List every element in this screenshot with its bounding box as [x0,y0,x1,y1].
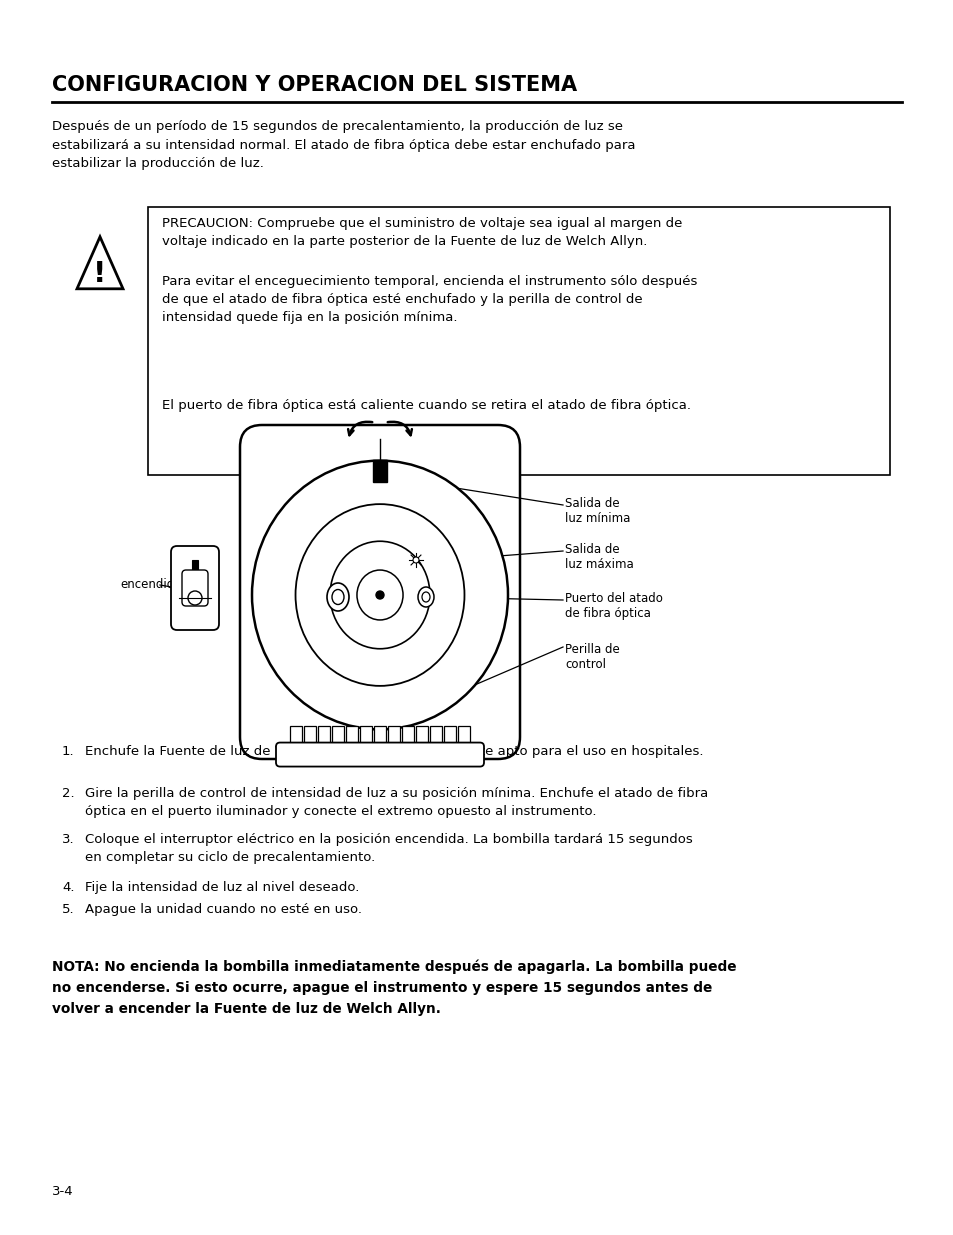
Text: Gire la perilla de control de intensidad de luz a su posición mínima. Enchufe el: Gire la perilla de control de intensidad… [85,787,707,818]
Circle shape [188,592,202,605]
FancyBboxPatch shape [182,571,208,606]
Text: CONFIGURACION Y OPERACION DEL SISTEMA: CONFIGURACION Y OPERACION DEL SISTEMA [52,75,577,95]
Ellipse shape [356,571,402,620]
Text: 2.: 2. [62,787,74,800]
Text: PRECAUCION: Compruebe que el suministro de voltaje sea igual al margen de
voltaj: PRECAUCION: Compruebe que el suministro … [162,217,681,248]
Text: Para evitar el enceguecimiento temporal, encienda el instrumento sólo después
de: Para evitar el enceguecimiento temporal,… [162,275,697,324]
Text: 1.: 1. [62,745,74,758]
Bar [148,207,889,475]
Text: Enchufe la Fuente de luz de Welch Allyn en un tomacorriente apto para el uso en : Enchufe la Fuente de luz de Welch Allyn … [85,745,702,758]
Text: Apague la unidad cuando no esté en uso.: Apague la unidad cuando no esté en uso. [85,903,361,916]
FancyBboxPatch shape [171,546,219,630]
Bar [457,725,470,747]
Bar [317,725,330,747]
Bar [192,559,198,572]
Bar [332,725,344,747]
Ellipse shape [417,587,434,606]
Bar [416,725,428,747]
Ellipse shape [330,541,430,648]
Ellipse shape [421,592,430,601]
Text: 4.: 4. [62,881,74,894]
Text: Salida de
luz mínima: Salida de luz mínima [564,496,630,525]
Text: Fije la intensidad de luz al nivel deseado.: Fije la intensidad de luz al nivel desea… [85,881,359,894]
FancyBboxPatch shape [240,425,519,760]
Ellipse shape [295,504,464,685]
Text: 3.: 3. [62,832,74,846]
Text: Después de un período de 15 segundos de precalentamiento, la producción de luz s: Después de un período de 15 segundos de … [52,120,635,170]
Text: !: ! [93,261,107,288]
Ellipse shape [252,461,507,730]
FancyBboxPatch shape [275,742,483,767]
Text: Salida de
luz máxima: Salida de luz máxima [564,543,633,571]
Bar [290,725,302,747]
Text: El puerto de fibra óptica está caliente cuando se retira el atado de fibra óptic: El puerto de fibra óptica está caliente … [162,399,690,412]
Bar [304,725,315,747]
Text: NOTA: No encienda la bombilla inmediatamente después de apagarla. La bombilla pu: NOTA: No encienda la bombilla inmediatam… [52,960,736,1015]
Bar [443,725,456,747]
Bar [388,725,399,747]
Bar [374,725,386,747]
Bar [359,725,372,747]
Circle shape [413,557,418,563]
Text: Coloque el interruptor eléctrico en la posición encendida. La bombilla tardará 1: Coloque el interruptor eléctrico en la p… [85,832,692,864]
Text: Perilla de
control: Perilla de control [564,643,619,671]
Text: 3-4: 3-4 [52,1186,73,1198]
Polygon shape [77,237,123,289]
Text: Puerto del atado
de fibra óptica: Puerto del atado de fibra óptica [564,592,662,620]
Text: 5.: 5. [62,903,74,916]
Bar [373,459,387,482]
Bar [401,725,414,747]
Ellipse shape [327,583,349,611]
Circle shape [375,592,384,599]
Text: encendido: encendido [120,578,181,592]
Ellipse shape [332,589,344,604]
Bar [430,725,441,747]
Bar [346,725,357,747]
